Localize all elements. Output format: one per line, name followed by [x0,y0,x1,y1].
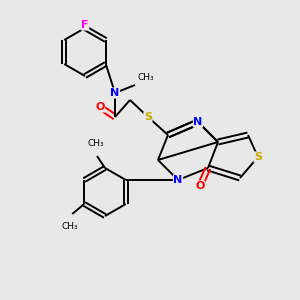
Text: F: F [81,20,89,30]
Text: CH₃: CH₃ [62,222,79,231]
Text: N: N [194,117,202,127]
Text: CH₃: CH₃ [137,73,154,82]
Text: S: S [254,152,262,162]
Text: CH₃: CH₃ [88,139,104,148]
Text: O: O [195,181,205,191]
Text: O: O [95,102,105,112]
Text: N: N [173,175,183,185]
Text: S: S [144,112,152,122]
Text: N: N [110,88,120,98]
